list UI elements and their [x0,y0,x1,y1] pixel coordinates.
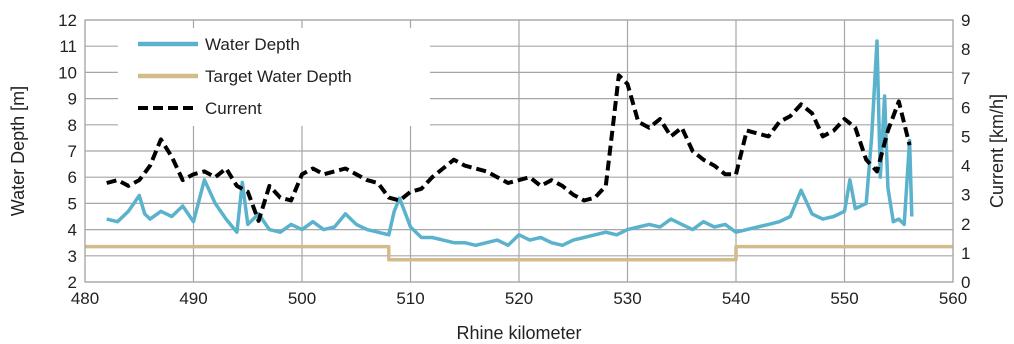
y2-axis-label: Current [km/h] [987,94,1007,208]
y2-tick-label: 0 [961,273,970,292]
y2-tick-label: 4 [961,157,970,176]
y2-tick-label: 5 [961,127,970,146]
y-tick-label: 3 [68,247,77,266]
y2-tick-label: 3 [961,186,970,205]
tick-labels: 480 490 500 510 520 530 540 550 5602345678910111… [58,11,970,308]
series-line-water-depth [106,39,914,248]
y-tick-label: 10 [58,63,77,82]
y-tick-label: 5 [68,194,77,213]
y-tick-label: 4 [68,221,77,240]
y2-tick-label: 1 [961,244,970,263]
y-tick-label: 7 [68,142,77,161]
plot-border [84,19,954,283]
y2-tick-label: 8 [961,40,970,59]
x-tick-label: 500 [288,289,316,308]
series-line-current [106,73,912,223]
y-axis-label: Water Depth [m] [8,86,28,216]
y-tick-label: 2 [68,273,77,292]
y2-tick-label: 2 [961,215,970,234]
x-tick-label: 480 [71,289,99,308]
x-tick-label: 510 [396,289,424,308]
x-axis-label: Rhine kilometer [456,323,581,343]
x-tick-label: 520 [505,289,533,308]
x-tick-label: 530 [613,289,641,308]
y2-tick-label: 9 [961,11,970,30]
y2-tick-label: 7 [961,69,970,88]
x-tick-label: 490 [179,289,207,308]
x-tick-label: 560 [939,289,967,308]
y-tick-label: 9 [68,90,77,109]
series-line-target-water-depth [85,244,953,262]
legend: Water Depth Target Water Depth Current [118,28,430,126]
series-layer [85,39,953,262]
x-tick-label: 540 [722,289,750,308]
y-tick-label: 11 [59,37,77,56]
legend-label: Water Depth [205,35,300,54]
x-tick-label: 550 [830,289,858,308]
y-tick-label: 8 [68,116,77,135]
legend-label: Current [205,99,262,118]
plot-frame [84,19,954,283]
y-tick-label: 6 [68,168,77,187]
y2-tick-label: 6 [961,98,970,117]
y-tick-label: 12 [58,11,77,30]
legend-label: Target Water Depth [205,67,352,86]
